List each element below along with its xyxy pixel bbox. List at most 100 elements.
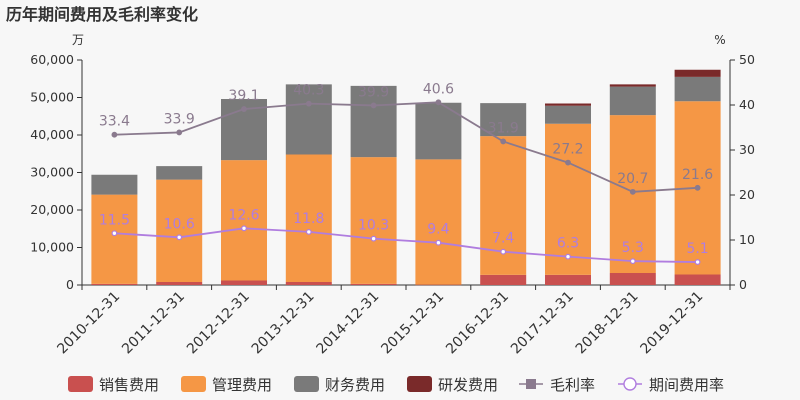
legend-label: 财务费用	[325, 376, 385, 394]
line-point	[629, 258, 636, 265]
line-point	[565, 159, 571, 166]
line-point	[435, 99, 442, 106]
line-point	[694, 259, 701, 265]
bar-segment	[350, 85, 397, 158]
bar-segment	[609, 84, 656, 87]
bar-segment	[674, 69, 721, 77]
data-label: 39.9	[358, 84, 389, 100]
line-point	[694, 184, 701, 191]
data-label: 39.1	[228, 88, 259, 104]
legend-swatch	[407, 376, 432, 392]
bar-segment	[674, 274, 721, 285]
legend-marker	[526, 379, 536, 389]
data-label: 11.5	[99, 212, 130, 228]
bar-segment	[156, 166, 203, 180]
line-point	[500, 248, 507, 255]
bar-segment	[221, 280, 267, 285]
data-label: 20.7	[617, 171, 648, 187]
line-point	[370, 235, 377, 242]
data-label: 5.1	[686, 241, 708, 257]
data-label: 27.2	[552, 142, 583, 158]
bar-segment	[221, 160, 267, 281]
y-right-tick-label: 50	[739, 52, 755, 67]
x-tick-label: 2010-12-31	[54, 289, 123, 358]
legend-swatch	[181, 376, 206, 392]
y-left-tick-label: 30,000	[30, 165, 74, 180]
bar-segment	[545, 103, 591, 106]
y-left-tick-label: 10,000	[30, 240, 74, 255]
bar-segment	[480, 274, 527, 285]
x-tick-label: 2018-12-31	[573, 289, 642, 358]
y-left-tick-label: 20,000	[30, 202, 74, 217]
data-label: 31.9	[488, 120, 519, 136]
bar-segment	[674, 76, 721, 102]
bar-segment	[609, 273, 656, 285]
bar-segment	[545, 105, 591, 124]
line-point	[111, 131, 118, 138]
legend-swatch	[294, 376, 319, 392]
bar-segment	[480, 103, 527, 137]
bar-segment	[91, 194, 138, 284]
bar-segment	[545, 274, 591, 285]
bar-segment	[156, 179, 203, 282]
legend-label: 期间费用率	[649, 376, 724, 394]
data-label: 10.6	[164, 216, 195, 232]
data-label: 40.6	[423, 81, 454, 97]
line-point	[500, 138, 507, 145]
x-tick-label: 2012-12-31	[184, 289, 253, 358]
chart-title: 历年期间费用及毛利率变化	[6, 5, 198, 24]
line-point	[435, 239, 442, 246]
y-right-tick-label: 20	[739, 187, 755, 202]
y-left-tick-label: 40,000	[30, 127, 74, 142]
bar-segment	[609, 86, 656, 116]
line-point	[241, 106, 247, 112]
bar-segment	[91, 283, 138, 285]
y-right-tick-label: 40	[739, 97, 755, 112]
bar-segment	[156, 282, 203, 285]
y-right-unit: %	[714, 33, 725, 47]
y-left-tick-label: 0	[66, 277, 74, 292]
y-left-tick-label: 60,000	[30, 52, 74, 67]
legend-label: 销售费用	[99, 376, 159, 394]
bar-segment	[285, 84, 332, 155]
bar-segment	[415, 284, 462, 286]
bar-segment	[91, 174, 138, 195]
y-right-tick-label: 30	[739, 142, 755, 157]
data-label: 9.4	[427, 222, 449, 238]
line-point	[176, 129, 183, 136]
legend-marker	[623, 377, 637, 391]
legend-swatch	[68, 376, 93, 392]
data-label: 33.4	[99, 114, 130, 130]
line-point	[305, 228, 312, 235]
line-point	[241, 225, 247, 232]
data-label: 10.3	[358, 218, 389, 234]
line-point	[176, 234, 183, 241]
line-series	[114, 101, 698, 193]
line-point	[305, 100, 312, 107]
x-tick-label: 2019-12-31	[638, 289, 707, 358]
x-tick-label: 2016-12-31	[443, 289, 512, 358]
data-label: 11.8	[293, 211, 324, 227]
line-point	[370, 102, 377, 109]
y-left-tick-label: 50,000	[30, 90, 74, 105]
bar-segment	[350, 157, 397, 284]
bar-segment	[285, 282, 332, 285]
x-tick-label: 2014-12-31	[314, 289, 383, 358]
legend-label: 管理费用	[212, 376, 272, 394]
data-label: 21.6	[682, 167, 713, 183]
legend-label: 毛利率	[550, 376, 595, 394]
line-point	[629, 188, 636, 195]
x-tick-label: 2013-12-31	[249, 289, 318, 358]
x-tick-label: 2011-12-31	[119, 289, 188, 358]
bar-segment	[350, 283, 397, 285]
y-right-tick-label: 10	[739, 232, 755, 247]
legend-label: 研发费用	[438, 376, 498, 394]
line-series	[114, 227, 698, 263]
data-label: 6.3	[557, 236, 579, 252]
line-point	[111, 230, 118, 237]
line-point	[565, 253, 571, 260]
bar-segment	[415, 159, 462, 285]
y-left-unit: 万	[72, 33, 84, 47]
data-label: 7.4	[492, 231, 514, 247]
